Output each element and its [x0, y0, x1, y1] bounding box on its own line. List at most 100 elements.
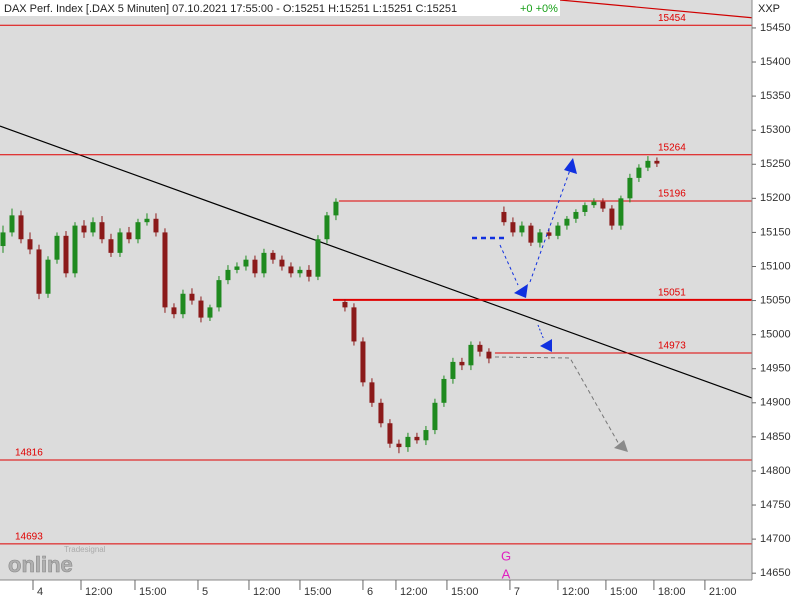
- axis-label: XXP: [758, 3, 780, 15]
- y-tick-label: 15200: [760, 192, 791, 204]
- candle-body: [333, 201, 339, 216]
- y-tick-label: 14850: [760, 431, 791, 443]
- candle-body: [645, 160, 651, 168]
- candle-body: [510, 222, 516, 233]
- candle-body: [414, 436, 420, 441]
- candle-body: [342, 301, 348, 308]
- level-label: 15051: [658, 288, 686, 299]
- level-label: 15264: [658, 142, 686, 153]
- candle-body: [288, 266, 294, 274]
- candle-body: [207, 307, 213, 318]
- plot-area: [0, 0, 752, 580]
- y-tick-label: 15350: [760, 90, 791, 102]
- candle-body: [501, 211, 507, 223]
- logo-small: Tradesignal: [64, 545, 106, 554]
- candle-body: [468, 344, 474, 366]
- candle-body: [378, 402, 384, 424]
- candle-body: [441, 378, 447, 403]
- candle-body: [582, 205, 588, 212]
- y-tick-label: 14800: [760, 465, 791, 477]
- y-tick-label: 15100: [760, 260, 791, 272]
- candle-body: [90, 222, 96, 233]
- candle-body: [0, 232, 6, 247]
- candle-body: [252, 259, 258, 274]
- candle-body: [618, 198, 624, 226]
- trendline: [559, 0, 753, 19]
- x-tick-label: 15:00: [139, 586, 167, 598]
- candle-body: [99, 222, 105, 240]
- y-tick-label: 14700: [760, 533, 791, 545]
- candle-body: [180, 293, 186, 315]
- y-tick-label: 14650: [760, 567, 791, 579]
- candle-body: [9, 215, 15, 233]
- y-tick-label: 15050: [760, 294, 791, 306]
- candle-body: [54, 235, 60, 260]
- header-box: [0, 0, 560, 16]
- candle-body: [591, 201, 597, 206]
- candle-body: [270, 252, 276, 260]
- x-tick-label: 21:00: [709, 586, 737, 598]
- candle-body: [369, 382, 375, 403]
- marker-a: A: [502, 566, 511, 581]
- y-tick-label: 14950: [760, 363, 791, 375]
- level-label: 14816: [15, 448, 43, 459]
- candle-body: [63, 235, 69, 274]
- candle-body: [72, 225, 78, 274]
- level-label: 15196: [658, 189, 686, 200]
- level-label: 14973: [658, 341, 686, 352]
- candle-body: [537, 232, 543, 243]
- candle-body: [153, 218, 159, 233]
- chart-title: DAX Perf. Index [.DAX 5 Minuten] 07.10.2…: [4, 3, 457, 15]
- candle-body: [600, 201, 606, 209]
- level-label: 15454: [658, 13, 686, 24]
- candle-body: [609, 208, 615, 226]
- y-tick-label: 15300: [760, 124, 791, 136]
- candle-body: [243, 259, 249, 267]
- candle-body: [171, 307, 177, 315]
- x-tick-label: 15:00: [451, 586, 479, 598]
- candle-body: [528, 225, 534, 243]
- candle-body: [198, 300, 204, 318]
- x-tick-label: 4: [37, 586, 43, 598]
- y-tick-label: 15250: [760, 158, 791, 170]
- candle-body: [117, 232, 123, 253]
- x-tick-label: 12:00: [562, 586, 590, 598]
- candle-body: [573, 211, 579, 219]
- candle-body: [45, 259, 51, 294]
- candle-body: [162, 232, 168, 308]
- y-tick-label: 15400: [760, 56, 791, 68]
- candle-body: [450, 361, 456, 379]
- candle-body: [36, 249, 42, 294]
- candle-body: [135, 222, 141, 240]
- candle-body: [564, 218, 570, 226]
- y-tick-label: 15150: [760, 226, 791, 238]
- y-tick-label: 15000: [760, 329, 791, 341]
- level-label: 14693: [15, 532, 43, 543]
- candle-body: [27, 239, 33, 250]
- candle-body: [81, 225, 87, 233]
- candle-body: [423, 430, 429, 441]
- y-tick-label: 14900: [760, 397, 791, 409]
- x-tick-label: 12:00: [253, 586, 281, 598]
- candle-body: [654, 160, 660, 164]
- candle-body: [396, 443, 402, 448]
- candle-body: [225, 269, 231, 281]
- candle-body: [306, 269, 312, 277]
- candle-body: [297, 269, 303, 274]
- candle-body: [459, 361, 465, 366]
- candle-body: [126, 232, 132, 240]
- x-tick-label: 15:00: [610, 586, 638, 598]
- candle-body: [351, 307, 357, 342]
- marker-g: G: [501, 548, 511, 563]
- candle-body: [627, 177, 633, 199]
- candle-body: [432, 402, 438, 431]
- x-tick-label: 12:00: [400, 586, 428, 598]
- candle-body: [261, 252, 267, 274]
- candle-body: [636, 167, 642, 178]
- candle-body: [555, 225, 561, 236]
- candle-body: [387, 423, 393, 444]
- logo-big: online: [8, 552, 73, 577]
- candle-body: [108, 239, 114, 253]
- candle-body: [486, 351, 492, 359]
